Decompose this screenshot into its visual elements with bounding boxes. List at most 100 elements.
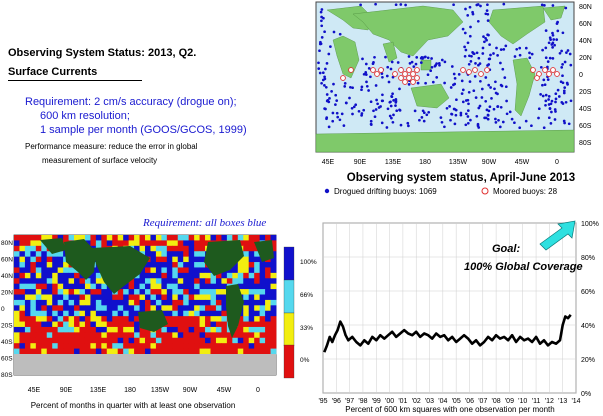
coverage-cell — [177, 251, 184, 258]
coverage-cell — [155, 289, 162, 295]
drifting-buoy-dot — [554, 100, 557, 104]
coverage-cell — [259, 283, 266, 290]
drifting-buoy-dot — [450, 65, 454, 68]
drifting-buoy-dot — [530, 124, 533, 128]
coverage-cell — [101, 240, 108, 247]
coverage-cell — [84, 326, 91, 333]
coverage-cell — [270, 240, 277, 247]
coverage-cell — [74, 235, 80, 241]
coverage-cell — [63, 262, 69, 268]
coverage-cell — [30, 251, 37, 258]
coverage-cell — [46, 305, 53, 312]
coverage-cell — [177, 348, 184, 355]
coverage-cell — [139, 289, 146, 295]
coverage-cell — [177, 343, 184, 349]
coverage-cell — [150, 267, 157, 274]
moored-buoy-marker — [370, 67, 376, 73]
coverage-cell — [221, 272, 228, 279]
drifting-buoy-dot — [322, 16, 325, 20]
coverage-cell — [215, 321, 222, 328]
coverage-cell — [35, 305, 42, 312]
coverage-cell — [161, 267, 168, 274]
coverage-cell — [24, 305, 31, 312]
coverage-cell — [41, 272, 48, 279]
coverage-cell — [161, 310, 168, 317]
coverage-cell — [117, 240, 124, 247]
drifting-buoy-dot — [478, 104, 482, 108]
coverage-cell — [172, 305, 179, 312]
coverage-cell — [95, 267, 102, 274]
drifting-buoy-dot — [547, 95, 551, 98]
coverage-cell — [177, 256, 184, 263]
coverage-cell — [68, 326, 75, 333]
drifting-buoy-dot — [560, 49, 563, 53]
coverage-cell — [188, 267, 195, 274]
coverage-cell — [155, 343, 162, 349]
coverage-cell — [19, 299, 26, 306]
coverage-cell — [205, 348, 211, 355]
drifting-buoy-dot — [490, 97, 493, 100]
coverage-cell — [95, 348, 102, 355]
coverage-cell — [79, 337, 86, 344]
drifting-buoy-dot — [542, 78, 546, 82]
coverage-cell — [166, 316, 173, 322]
coverage-cell — [226, 267, 233, 274]
coverage-cell — [172, 245, 179, 252]
coverage-cell — [210, 272, 217, 279]
drifting-buoy-dot — [371, 62, 375, 66]
performance-line: Performance measure: reduce the error in… — [25, 142, 198, 151]
chart-plot-area — [322, 222, 577, 394]
coverage-cell — [14, 272, 20, 279]
lat-label: 40S — [579, 106, 592, 113]
coverage-cell — [57, 305, 64, 312]
coverage-cell — [46, 235, 53, 241]
colorbar-swatch — [283, 246, 295, 281]
coverage-cell — [172, 337, 179, 344]
coverage-cell — [19, 283, 26, 290]
coverage-cell — [205, 272, 211, 279]
coverage-cell — [254, 262, 261, 268]
coverage-cell — [145, 245, 151, 252]
drifting-buoy-dot — [489, 53, 492, 57]
lon-label: 90E — [354, 159, 367, 166]
coverage-cell — [145, 278, 151, 285]
coverage-cell — [68, 337, 75, 344]
coverage-cell — [134, 337, 140, 344]
drifting-buoy-dot — [467, 102, 470, 106]
coverage-cell — [177, 299, 184, 306]
drifting-buoy-dot — [496, 105, 500, 108]
drifting-buoy-dot — [426, 56, 430, 60]
map-land — [315, 5, 575, 153]
x-tick-label: '04 — [438, 398, 447, 405]
coverage-cell — [232, 332, 239, 339]
drifting-buoy-dot — [484, 36, 487, 40]
coverage-cell — [166, 267, 173, 274]
coverage-cell — [57, 256, 64, 263]
coverage-cell — [237, 321, 244, 328]
drifting-buoy-dot — [461, 88, 465, 92]
buoy-map-title: Observing system status, April-June 2013 — [347, 172, 575, 184]
coverage-cell — [84, 294, 91, 301]
coverage-cell — [68, 289, 75, 295]
coverage-cell — [183, 262, 190, 268]
coverage-cell — [46, 326, 53, 333]
coverage-cell — [128, 310, 135, 317]
coverage-cell — [30, 240, 37, 247]
drifting-buoy-dot — [475, 114, 479, 118]
coverage-cell — [14, 299, 20, 306]
drifting-buoy-dot — [323, 30, 326, 34]
coverage-cell — [117, 343, 124, 349]
drifting-buoy-dot — [477, 56, 481, 60]
coverage-cell — [74, 321, 80, 328]
coverage-cell — [74, 283, 80, 290]
coverage-cell — [215, 332, 222, 339]
drifting-buoy-dot — [396, 61, 400, 64]
coverage-cell — [145, 294, 151, 301]
coverage-cell — [128, 289, 135, 295]
lon-label: 135W — [449, 159, 468, 166]
coverage-cell — [57, 278, 64, 285]
coverage-cell — [46, 299, 53, 306]
coverage-cell — [68, 310, 75, 317]
goal-coverage-label: 100% Global Coverage — [464, 261, 583, 273]
drifting-buoy-dot — [501, 120, 505, 124]
